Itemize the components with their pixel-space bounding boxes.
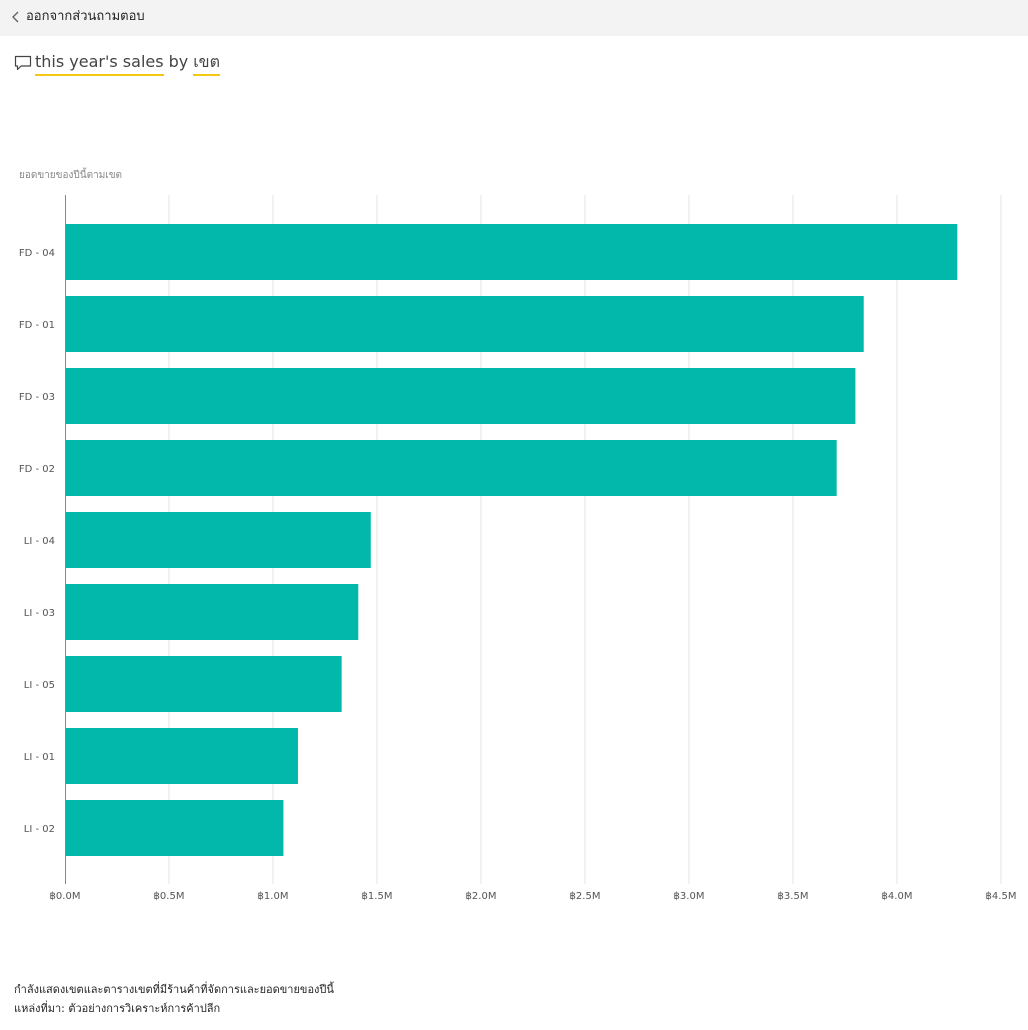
exit-qa-label: ออกจากส่วนถามตอบ (26, 9, 145, 24)
x-tick-label: ฿3.5M (778, 891, 809, 902)
category-label: FD - 03 (19, 392, 55, 403)
bar-li-04 (65, 512, 371, 568)
bar-fd-01 (65, 296, 864, 352)
category-label: LI - 03 (24, 608, 55, 619)
category-label: LI - 05 (24, 680, 55, 691)
qa-question[interactable]: this year's sales by เขต (14, 50, 220, 76)
qa-term-territory[interactable]: เขต (193, 50, 220, 76)
footer-source: แหล่งที่มา: ตัวอย่างการวิเคราะห์การค้าปล… (14, 1002, 221, 1015)
x-tick-label: ฿2.5M (570, 891, 601, 902)
chart-title: ยอดขายของปีนี้ตามเขต (19, 170, 123, 181)
exit-qa-button[interactable]: ออกจากส่วนถามตอบ (0, 0, 1028, 36)
bar-fd-04 (65, 224, 958, 280)
category-label: FD - 01 (19, 320, 55, 331)
qa-term-sales[interactable]: this year's sales (35, 50, 164, 76)
x-tick-label: ฿4.5M (986, 891, 1017, 902)
x-tick-label: ฿3.0M (674, 891, 705, 902)
qa-connector: by (168, 52, 189, 71)
x-tick-label: ฿4.0M (882, 891, 913, 902)
bar-li-05 (65, 656, 342, 712)
speech-bubble-icon (14, 55, 32, 71)
bar-fd-03 (65, 368, 856, 424)
footer-description: กำลังแสดงเขตและตารางเขตที่มีร้านค้าที่จั… (14, 983, 334, 996)
bar-li-01 (65, 728, 298, 784)
category-label: LI - 02 (24, 824, 55, 835)
bar-li-03 (65, 584, 359, 640)
x-tick-label: ฿2.0M (466, 891, 497, 902)
category-label: FD - 02 (19, 464, 55, 475)
category-label: FD - 04 (19, 248, 55, 259)
x-tick-label: ฿1.5M (362, 891, 393, 902)
x-tick-label: ฿1.0M (258, 891, 289, 902)
footer-notes: กำลังแสดงเขตและตารางเขตที่มีร้านค้าที่จั… (14, 980, 334, 1018)
x-tick-label: ฿0.5M (154, 891, 185, 902)
category-label: LI - 04 (24, 536, 55, 547)
bar-li-02 (65, 800, 284, 856)
category-label: LI - 01 (24, 752, 55, 763)
bar-chart: FD - 04 FD - 01 FD - 03 FD - 02 LI - 04 LI - … (19, 195, 1017, 902)
bar-fd-02 (65, 440, 837, 496)
chevron-left-icon (12, 11, 19, 23)
x-tick-label: ฿0.0M (50, 891, 81, 902)
